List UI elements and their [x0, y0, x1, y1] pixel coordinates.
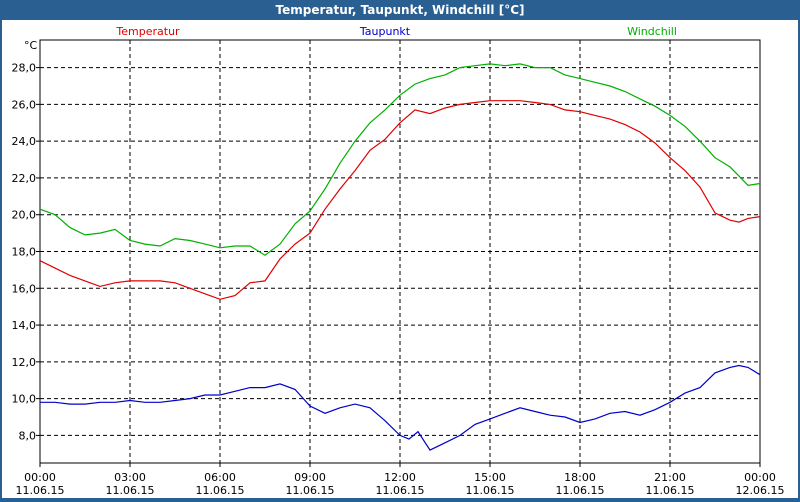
- x-tick-time: 00:00: [744, 471, 776, 484]
- x-tick-time: 09:00: [294, 471, 326, 484]
- chart-panel: °C 8,0 10,0 12,0 14,0 16,0 18,0 20,0 22,0 24,0 26,…: [2, 20, 798, 498]
- legend-windchill: Windchill: [627, 25, 677, 38]
- series-line-taupunkt: [40, 364, 761, 451]
- x-tick-time: 06:00: [204, 471, 236, 484]
- y-axis-unit: °C: [24, 39, 38, 52]
- y-tick-label: 18,0: [12, 246, 37, 259]
- x-tick-date: 11.06.15: [376, 484, 425, 497]
- x-tick-date: 11.06.15: [106, 484, 155, 497]
- x-tick-time: 15:00: [474, 471, 506, 484]
- x-tick-time: 18:00: [564, 471, 596, 484]
- y-tick-label: 24,0: [12, 135, 37, 148]
- legend-taupunkt: Taupunkt: [359, 25, 411, 38]
- x-tick-time: 03:00: [114, 471, 146, 484]
- x-tick-date: 11.06.15: [286, 484, 335, 497]
- y-tick-label: 16,0: [12, 282, 37, 295]
- y-tick-label: 22,0: [12, 172, 37, 185]
- x-tick-time: 12:00: [384, 471, 416, 484]
- window-title: Temperatur, Taupunkt, Windchill [°C]: [275, 3, 525, 17]
- y-tick-label: 14,0: [12, 319, 37, 332]
- x-tick-time: 00:00: [24, 471, 56, 484]
- y-tick-label: 26,0: [12, 98, 37, 111]
- x-tick-time: 21:00: [654, 471, 686, 484]
- y-tick-label: 28,0: [12, 62, 37, 75]
- series-line-windchill: [39, 63, 761, 256]
- legend-temperatur: Temperatur: [115, 25, 180, 38]
- x-tick-date: 11.06.15: [556, 484, 605, 497]
- y-tick-label: 10,0: [12, 393, 37, 406]
- y-tick-label: 12,0: [12, 356, 37, 369]
- x-tick-date: 11.06.15: [646, 484, 695, 497]
- x-tick-date: 12.06.15: [736, 484, 785, 497]
- x-tick-date: 11.06.15: [16, 484, 65, 497]
- y-tick-label: 8,0: [19, 429, 37, 442]
- x-tick-date: 11.06.15: [196, 484, 245, 497]
- line-chart: °C 8,0 10,0 12,0 14,0 16,0 18,0 20,0 22,0 24,0 26,…: [12, 25, 785, 497]
- x-tick-date: 11.06.15: [466, 484, 515, 497]
- series-line-temperatur: [39, 100, 761, 300]
- y-tick-label: 20,0: [12, 209, 37, 222]
